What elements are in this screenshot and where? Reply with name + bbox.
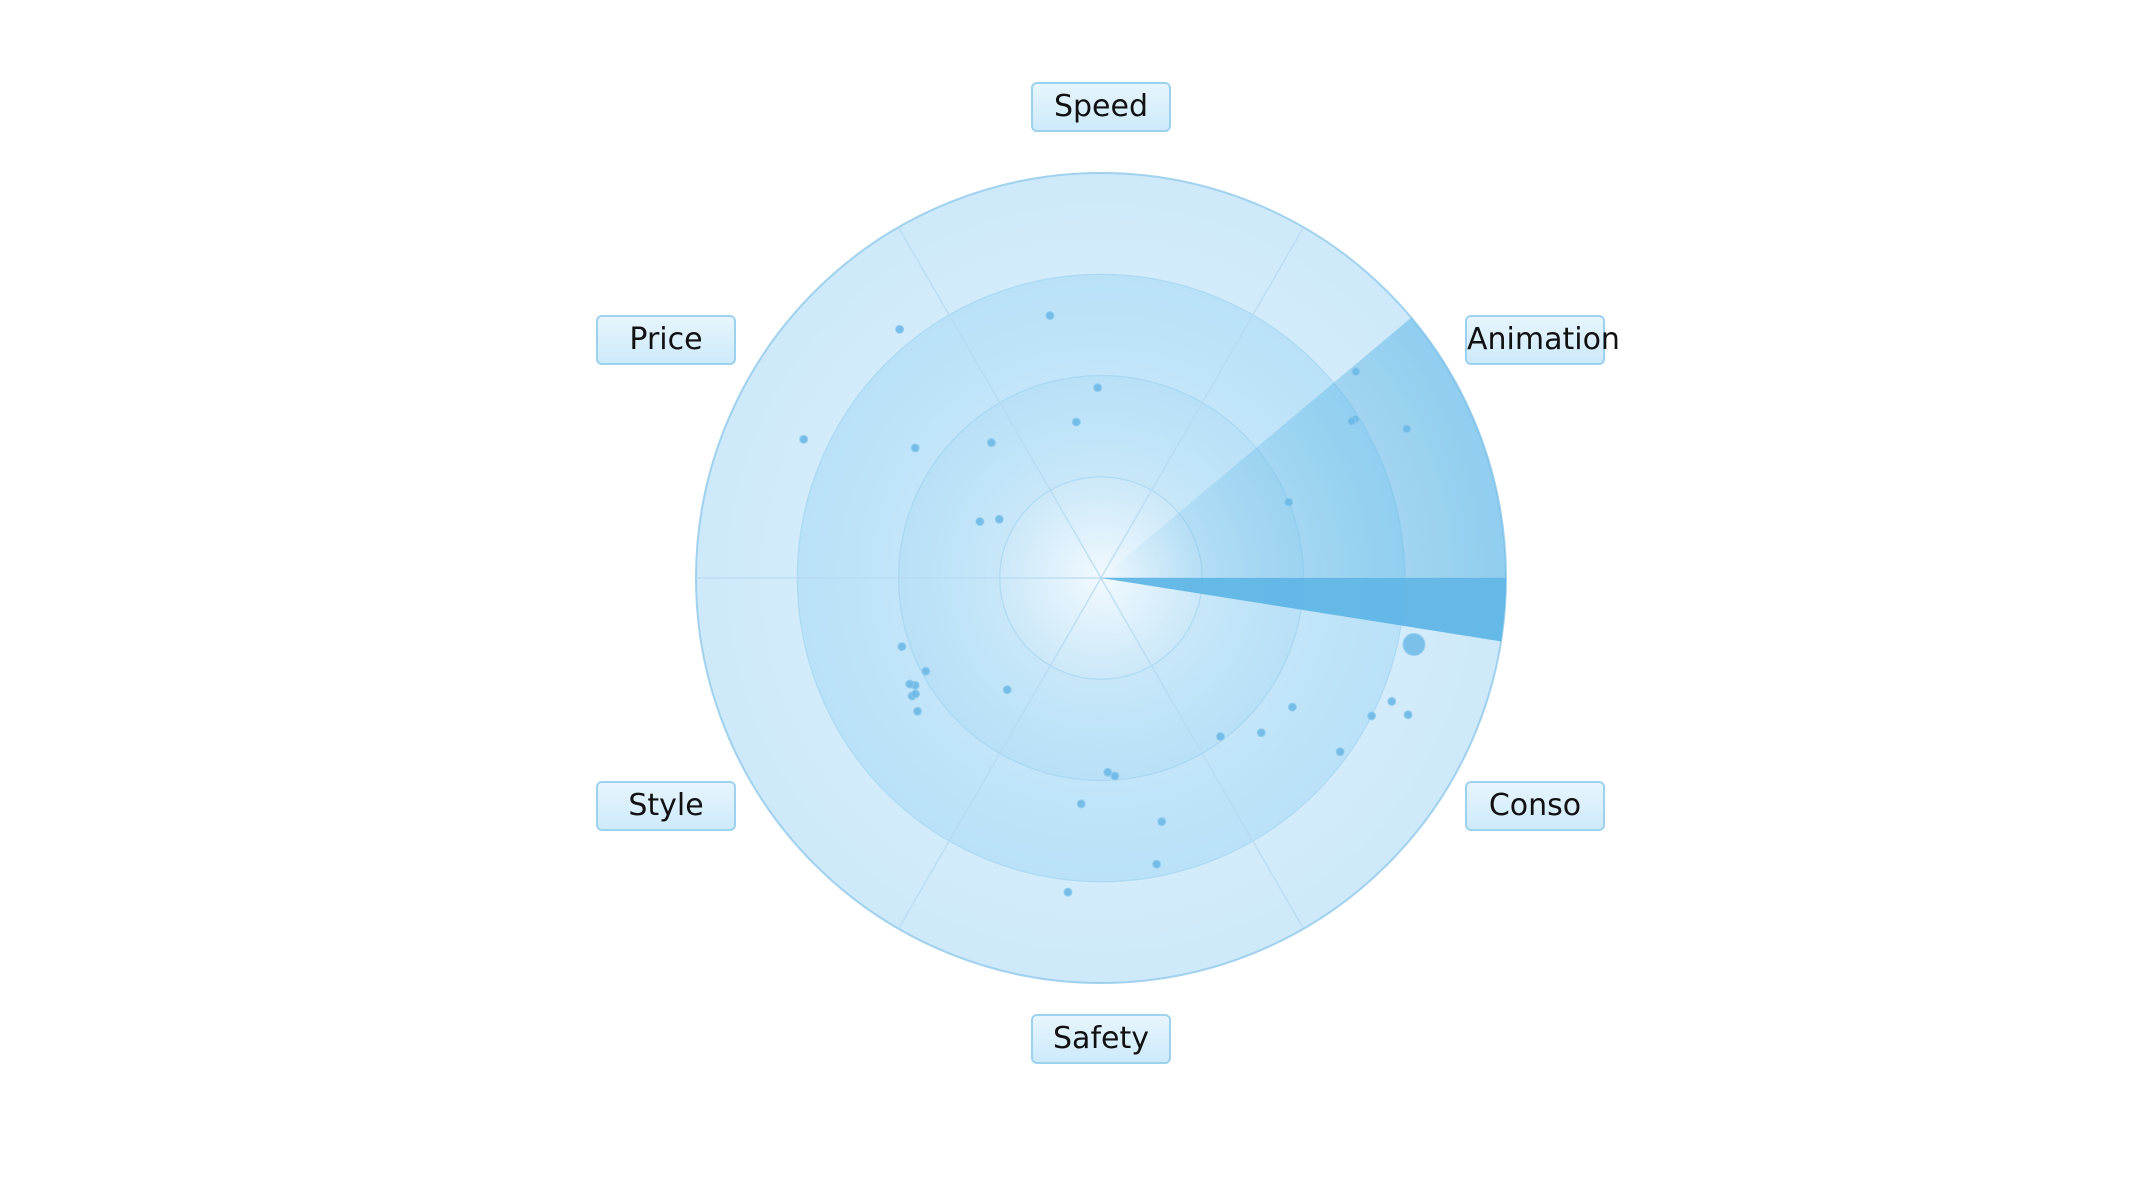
radar-point-9 <box>975 517 985 527</box>
radar-point-24 <box>1103 767 1113 777</box>
radar-point-6 <box>986 438 996 448</box>
radar-point-4 <box>895 324 905 334</box>
radar-point-34 <box>913 706 923 716</box>
radar-point-1 <box>1045 311 1055 321</box>
radar-point-19 <box>1335 747 1345 757</box>
axis-label-safety[interactable]: Safety <box>1031 1014 1171 1064</box>
radar-point-15 <box>1402 633 1426 657</box>
radar-point-16 <box>1403 710 1413 720</box>
axis-label-conso[interactable]: Conso <box>1465 781 1605 831</box>
radar-point-36 <box>911 689 921 699</box>
radar-point-13 <box>1402 424 1412 434</box>
radar-point-29 <box>921 666 931 676</box>
axis-label-speed[interactable]: Speed <box>1031 82 1171 132</box>
radar-point-30 <box>1002 685 1012 695</box>
radar-spoke-4 <box>897 577 1102 930</box>
radar-point-5 <box>910 443 920 453</box>
radar-point-21 <box>1256 728 1266 738</box>
radar-point-7 <box>799 434 809 444</box>
radar-point-27 <box>1157 817 1167 827</box>
radar-point-20 <box>1287 702 1297 712</box>
radar-point-10 <box>1351 367 1361 377</box>
radar-point-26 <box>1152 859 1162 869</box>
axis-label-price[interactable]: Price <box>596 315 736 365</box>
radar-spoke-6 <box>897 226 1102 579</box>
radar-point-8 <box>994 514 1004 524</box>
axis-label-animation[interactable]: Animation <box>1465 315 1620 365</box>
radar-point-33 <box>905 679 915 689</box>
radar-sweep-trail <box>1101 317 1506 578</box>
radar-point-3 <box>1071 417 1081 427</box>
radar-sweep-beam <box>1101 578 1506 642</box>
radar-point-17 <box>1387 696 1397 706</box>
radar-point-28 <box>1063 887 1073 897</box>
axis-label-style[interactable]: Style <box>596 781 736 831</box>
radar-point-18 <box>1367 711 1377 721</box>
radar-point-22 <box>1215 731 1225 741</box>
radar-point-2 <box>1093 383 1103 393</box>
radar-points <box>799 311 1426 897</box>
radar-sweep <box>1101 317 1506 642</box>
radar-point-23 <box>1110 771 1120 781</box>
radar-point-14 <box>1284 497 1294 507</box>
radar-spoke-3 <box>1100 577 1305 930</box>
radar-spoke-1 <box>1100 226 1305 579</box>
radar-point-25 <box>1076 799 1086 809</box>
radar-point-31 <box>897 642 907 652</box>
radar-point-12 <box>1347 416 1357 426</box>
